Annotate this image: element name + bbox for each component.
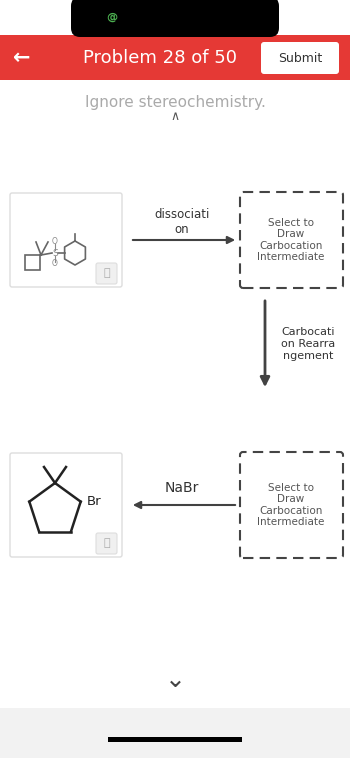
FancyBboxPatch shape (10, 453, 122, 557)
Text: dissociati
on: dissociati on (154, 208, 210, 236)
Text: ⌄: ⌄ (164, 668, 186, 692)
Text: Select to
Draw
Carbocation
Intermediate: Select to Draw Carbocation Intermediate (257, 483, 325, 528)
Bar (0, 708, 350, 758)
Text: Br: Br (87, 495, 101, 508)
Text: Carbocati
on Rearra
ngement: Carbocati on Rearra ngement (281, 327, 335, 361)
Text: NaBr: NaBr (165, 481, 199, 495)
FancyBboxPatch shape (96, 533, 117, 554)
Text: Problem 28 of 50: Problem 28 of 50 (83, 49, 237, 67)
FancyBboxPatch shape (10, 193, 122, 287)
Text: ∧: ∧ (170, 109, 180, 123)
Text: @: @ (106, 12, 118, 22)
FancyBboxPatch shape (240, 452, 343, 558)
Bar (0, 35, 350, 80)
FancyBboxPatch shape (240, 192, 343, 288)
Text: O: O (52, 237, 58, 246)
Text: ⌕: ⌕ (103, 538, 110, 549)
FancyBboxPatch shape (261, 42, 339, 74)
Text: ⌕: ⌕ (103, 268, 110, 278)
FancyBboxPatch shape (96, 263, 117, 284)
Text: Select to
Draw
Carbocation
Intermediate: Select to Draw Carbocation Intermediate (257, 218, 325, 262)
Text: Ignore stereochemistry.: Ignore stereochemistry. (85, 96, 265, 111)
Text: O: O (52, 259, 58, 268)
Bar (108, 737, 242, 742)
Text: Submit: Submit (278, 52, 322, 64)
FancyBboxPatch shape (71, 0, 279, 37)
Text: S: S (52, 249, 58, 258)
Text: ←: ← (13, 48, 31, 68)
